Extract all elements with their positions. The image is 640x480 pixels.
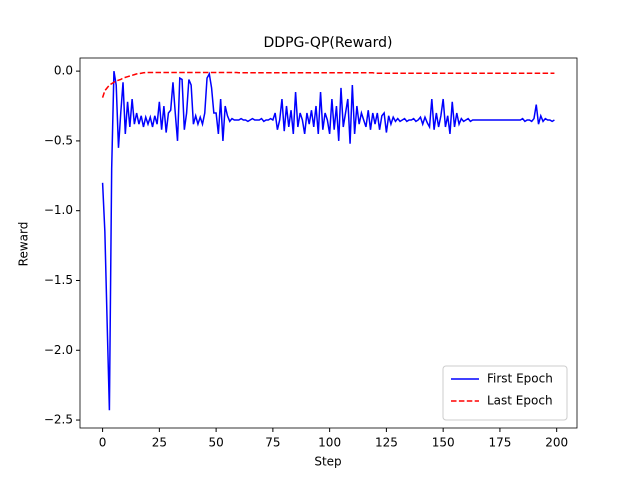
x-tick-label: 125 [375, 436, 398, 450]
x-tick-label: 100 [318, 436, 341, 450]
line-series [101, 70, 555, 411]
y-tick-label: −1.5 [44, 273, 73, 287]
chart-title: DDPG-QP(Reward) [264, 35, 393, 51]
y-tick-label: −1.0 [44, 203, 73, 217]
x-tick-label: 50 [208, 436, 223, 450]
y-tick-label: 0.0 [54, 64, 73, 78]
legend-label: Last Epoch [487, 394, 553, 408]
legend-label: First Epoch [487, 372, 553, 386]
y-tick-label: −2.0 [44, 343, 73, 357]
x-tick-label: 25 [152, 436, 167, 450]
x-tick-label: 200 [545, 436, 568, 450]
y-tick-label: −0.5 [44, 133, 73, 147]
x-tick-label: 150 [432, 436, 455, 450]
plot-frame [79, 57, 578, 429]
x-tick-label: 175 [488, 436, 511, 450]
x-tick-label: 0 [99, 436, 107, 450]
x-tick-label: 75 [265, 436, 280, 450]
y-tick-label: −2.5 [44, 413, 73, 427]
y-axis-label: Reward [17, 222, 31, 267]
x-axis-label: Step [314, 455, 341, 469]
